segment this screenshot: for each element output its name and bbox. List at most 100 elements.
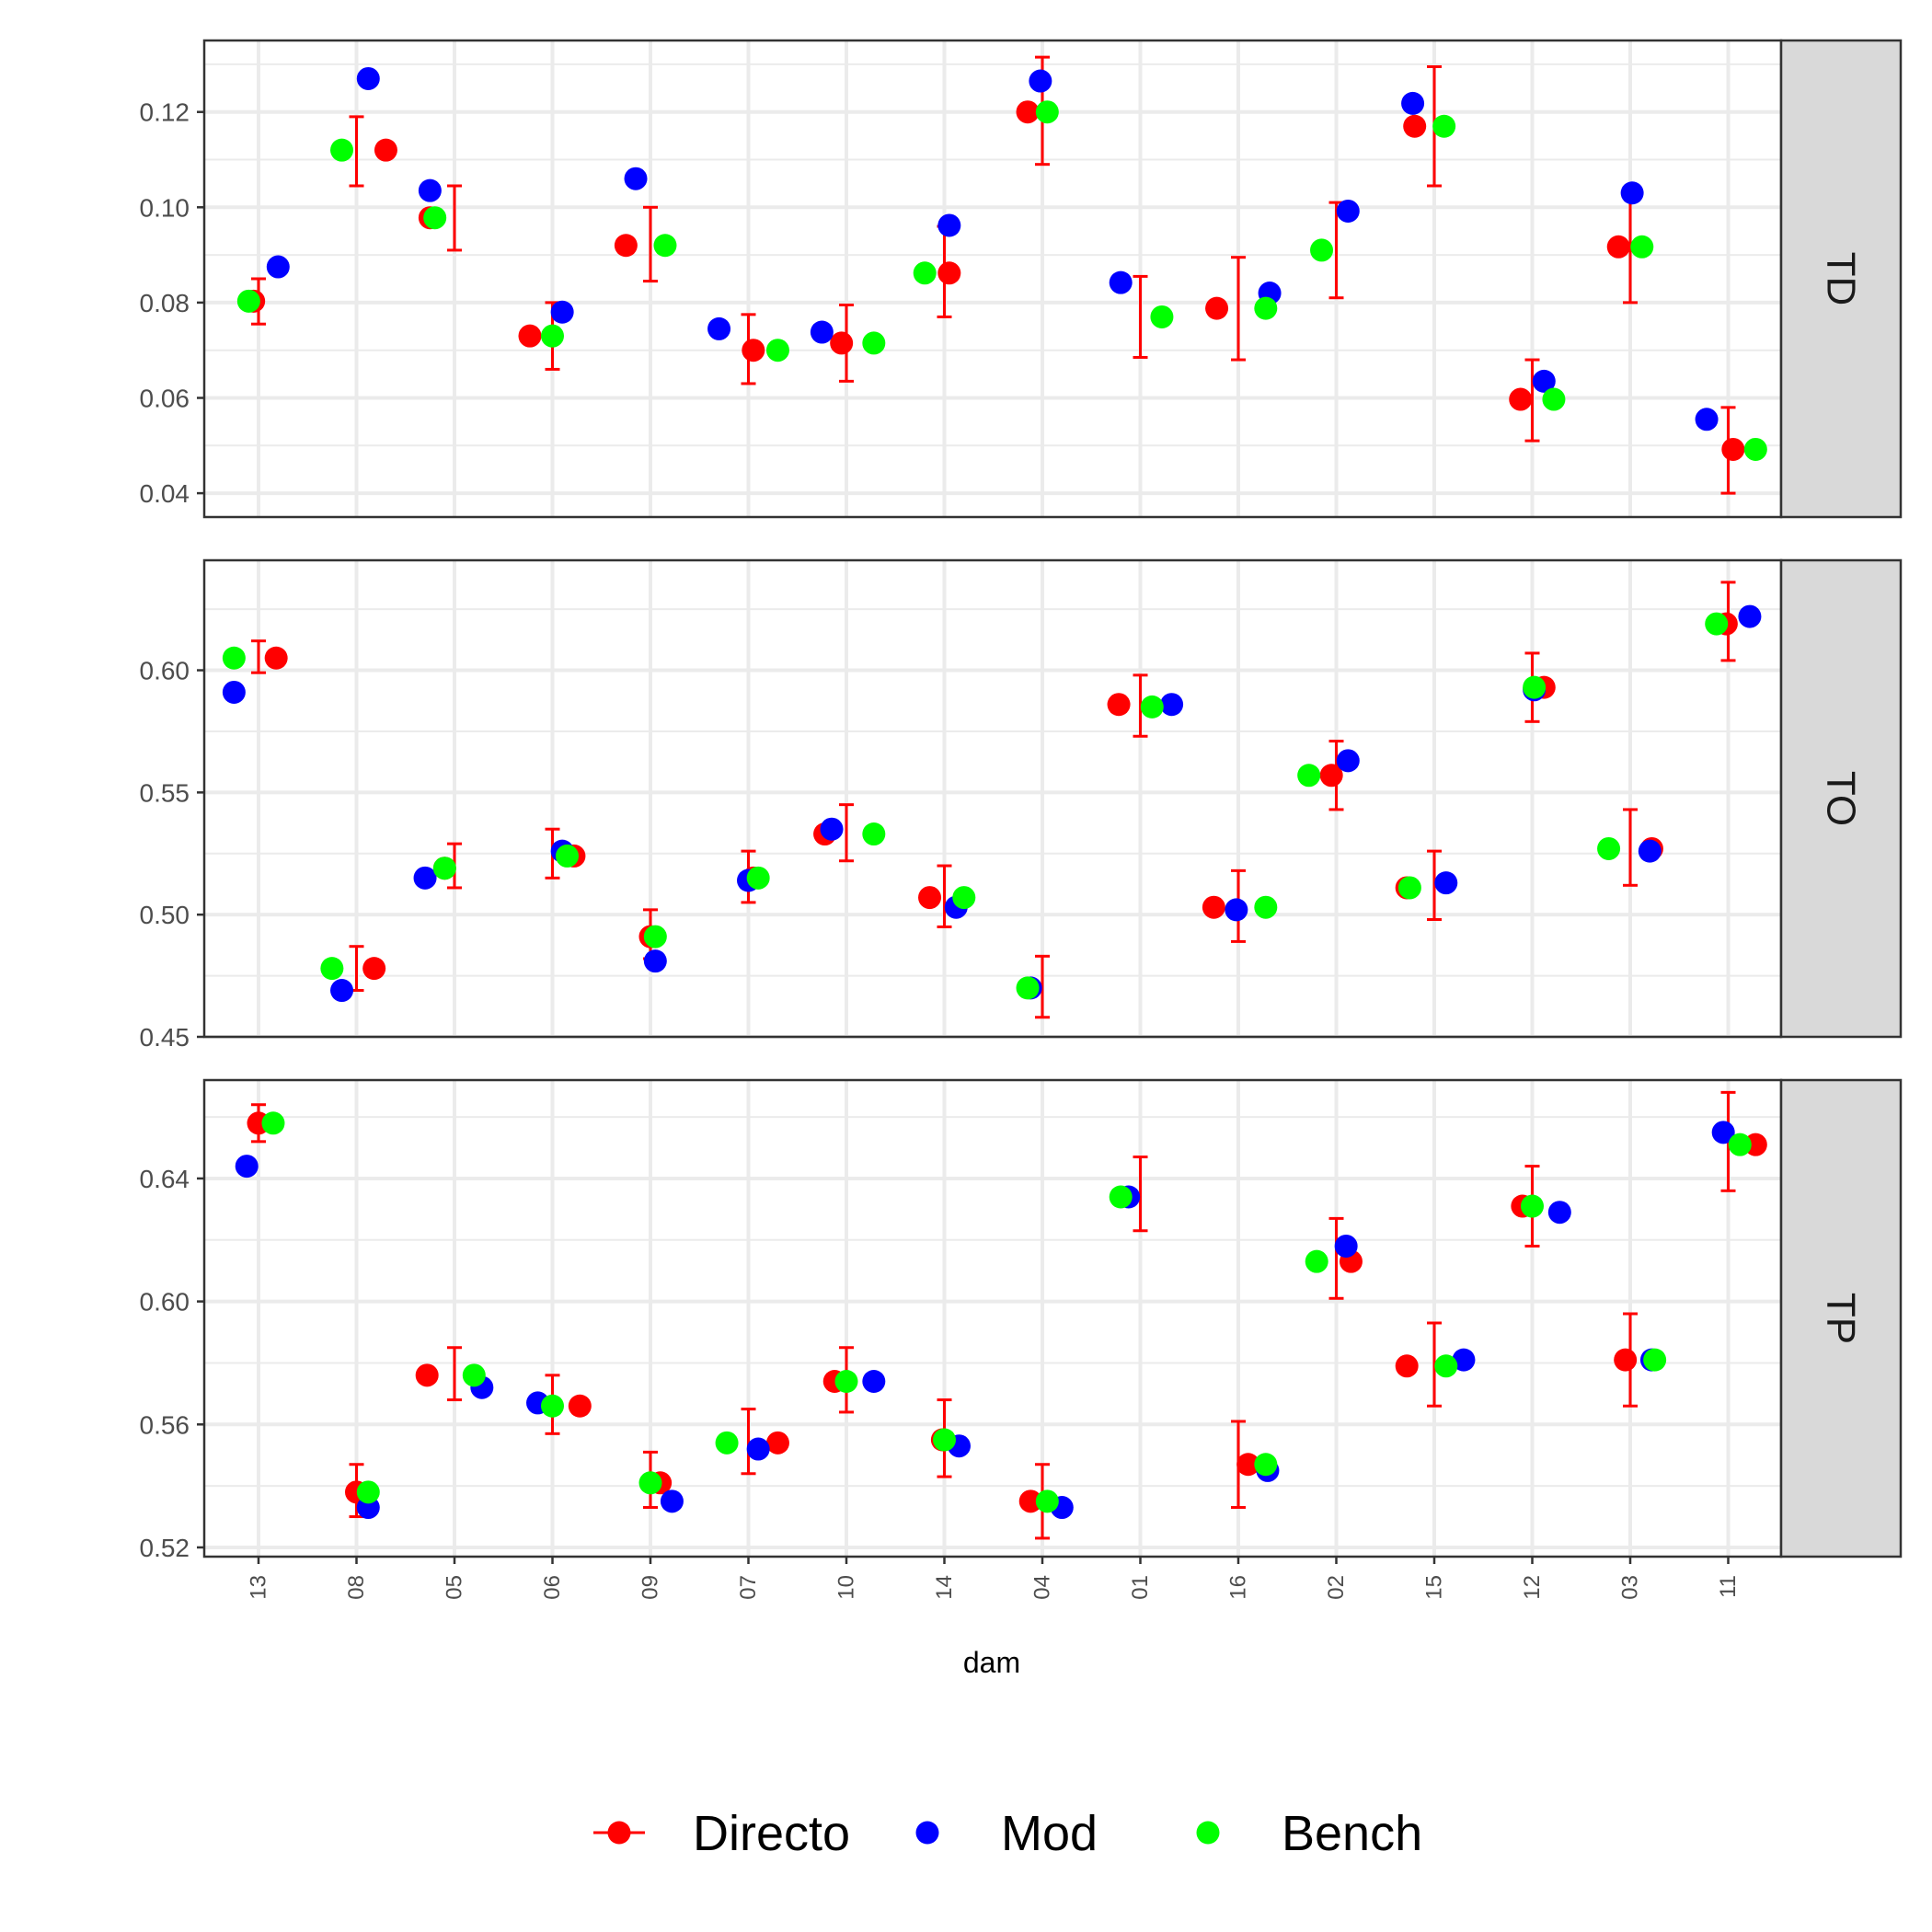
x-tick-label-12: 12: [1520, 1575, 1545, 1600]
point-directo-12: [1509, 387, 1533, 411]
errorbar-12: [1524, 358, 1540, 443]
legend-item-bench: Bench: [1196, 1806, 1422, 1861]
errorbar-01: [1133, 673, 1148, 738]
point-bench-04: [1016, 976, 1040, 1000]
errorbar-15: [1427, 1321, 1442, 1408]
point-directo-04: [1016, 100, 1040, 124]
x-tick-label-04: 04: [1030, 1575, 1055, 1600]
strip-label: TD: [1819, 252, 1864, 306]
point-mod-08: [330, 979, 354, 1003]
point-mod-13: [235, 1155, 259, 1179]
point-bench-01: [1140, 695, 1164, 719]
point-mod-02: [1336, 199, 1360, 223]
point-bench-08: [330, 138, 354, 162]
y-tick-label: 0.10: [140, 193, 190, 222]
point-bench-06: [541, 1394, 564, 1418]
facet-panels: 0.04 0.06 0.08 0.10 0.12 TD 0.45 0.50 0.55 0.60 TO…: [140, 39, 1903, 1562]
point-directo-15: [1403, 114, 1427, 138]
legend-key-point: [607, 1821, 631, 1845]
legend-item-mod: Mod: [915, 1806, 1098, 1861]
panel-background: [204, 1080, 1781, 1557]
errorbar-01: [1133, 1156, 1148, 1233]
legend-label: Directo: [693, 1806, 850, 1861]
point-mod-13: [222, 680, 246, 704]
point-bench-04: [1035, 100, 1059, 124]
panel-to: 0.45 0.50 0.55 0.60 TO: [140, 558, 1903, 1052]
point-mod-03: [1638, 839, 1662, 863]
point-mod-06: [550, 300, 574, 324]
point-directo-08: [374, 138, 397, 162]
point-bench-13: [236, 289, 260, 313]
point-bench-12: [1523, 675, 1547, 699]
point-bench-12: [1542, 387, 1566, 411]
point-directo-01: [1107, 693, 1131, 717]
x-tick-label-11: 11: [1716, 1575, 1741, 1598]
point-directo-14: [937, 261, 961, 285]
x-tick-label-16: 16: [1226, 1575, 1251, 1600]
point-bench-16: [1254, 895, 1278, 919]
x-tick-label-09: 09: [638, 1575, 663, 1600]
point-bench-07: [765, 339, 789, 362]
point-mod-11: [1711, 1121, 1735, 1144]
point-bench-15: [1434, 1354, 1458, 1378]
point-bench-16: [1254, 296, 1278, 320]
point-mod-09: [643, 949, 667, 973]
point-bench-08: [356, 1480, 380, 1504]
point-mod-15: [1401, 91, 1425, 115]
point-directo-02: [1319, 764, 1343, 788]
y-tick-label: 0.55: [140, 778, 190, 807]
point-bench-01: [1150, 305, 1174, 328]
errorbar-15: [1427, 849, 1442, 921]
point-bench-11: [1705, 612, 1729, 636]
y-tick-label: 0.52: [140, 1534, 190, 1562]
point-directo-03: [1606, 235, 1630, 259]
y-tick-label: 0.12: [140, 98, 190, 127]
point-directo-04: [1018, 1489, 1042, 1513]
point-bench-10: [862, 331, 886, 355]
errorbar-10: [839, 803, 854, 863]
x-tick-label-02: 02: [1324, 1575, 1349, 1600]
legend-key-point: [915, 1821, 939, 1845]
point-bench-13: [261, 1111, 285, 1135]
y-tick-label: 0.50: [140, 901, 190, 929]
point-directo-07: [742, 339, 765, 362]
point-directo-08: [362, 957, 386, 981]
point-mod-14: [937, 213, 961, 237]
x-tick-label-05: 05: [443, 1575, 467, 1600]
point-bench-08: [320, 957, 344, 981]
point-mod-10: [820, 817, 844, 841]
y-tick-label: 0.64: [140, 1165, 190, 1193]
point-bench-01: [1109, 1185, 1133, 1209]
point-mod-03: [1620, 181, 1644, 205]
strip-td: TD: [1779, 39, 1903, 519]
point-directo-09: [614, 234, 638, 258]
point-mod-05: [418, 178, 442, 202]
point-bench-06: [541, 324, 564, 348]
point-mod-15: [1434, 871, 1458, 895]
point-mod-16: [1225, 898, 1248, 922]
x-tick-label-07: 07: [736, 1575, 761, 1600]
x-axis-title: dam: [963, 1646, 1020, 1679]
point-mod-07: [707, 316, 731, 340]
point-directo-16: [1202, 895, 1225, 919]
point-mod-09: [660, 1489, 684, 1513]
errorbar-03: [1623, 808, 1638, 887]
point-bench-10: [834, 1370, 858, 1394]
point-mod-07: [746, 1437, 770, 1461]
panel-background: [204, 560, 1781, 1037]
legend-label: Bench: [1282, 1806, 1422, 1861]
panel-td: 0.04 0.06 0.08 0.10 0.12 TD: [140, 39, 1903, 519]
strip-label: TO: [1819, 771, 1864, 826]
errorbar-07: [741, 1408, 756, 1476]
x-tick-label-06: 06: [540, 1575, 565, 1600]
point-bench-03: [1630, 235, 1654, 259]
legend-key-point: [1196, 1821, 1220, 1845]
y-tick-label: 0.60: [140, 1288, 190, 1317]
y-tick-label: 0.06: [140, 385, 190, 413]
point-bench-02: [1305, 1249, 1328, 1273]
point-directo-06: [568, 1394, 592, 1418]
x-tick-label-10: 10: [834, 1575, 859, 1600]
point-mod-11: [1695, 408, 1719, 431]
legend-item-directo: Directo: [593, 1806, 850, 1861]
errorbar-04: [1035, 954, 1050, 1019]
